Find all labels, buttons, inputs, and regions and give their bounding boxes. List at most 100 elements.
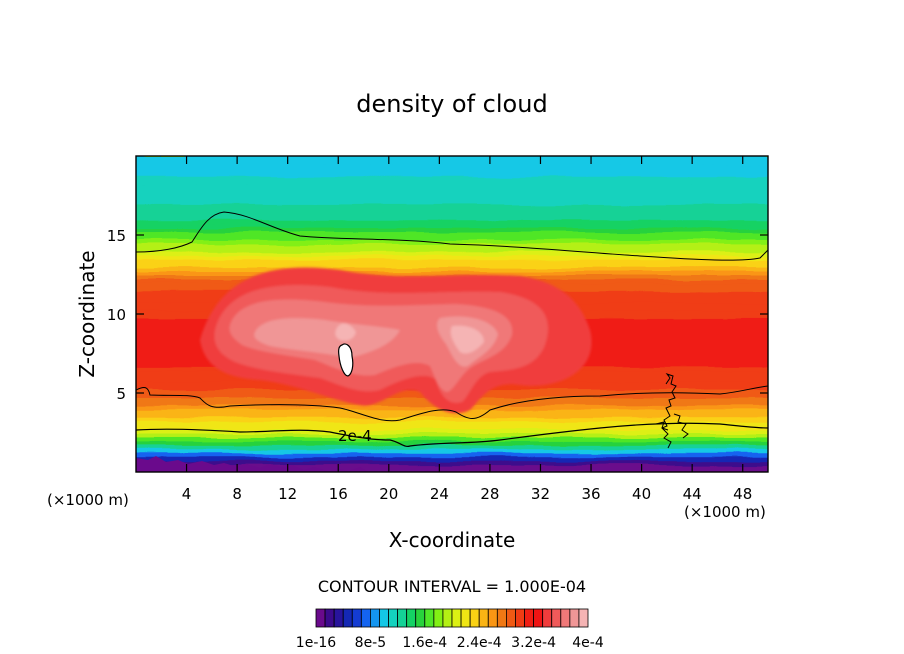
field-band bbox=[136, 435, 768, 442]
field-band bbox=[136, 443, 768, 450]
field-band bbox=[136, 234, 768, 240]
field-band bbox=[136, 412, 768, 418]
field-band bbox=[136, 420, 768, 426]
x-axis: 4 8 12 16 20 24 28 32 36 40 44 48 bbox=[182, 156, 752, 503]
field-band bbox=[136, 159, 768, 165]
field-band bbox=[136, 202, 768, 209]
colorbar-swatch bbox=[379, 608, 389, 628]
field-band bbox=[136, 246, 768, 252]
x-tick-label: 44 bbox=[683, 485, 702, 503]
contour-line-upper bbox=[136, 211, 768, 261]
x-axis-unit-right: (×1000 m) bbox=[684, 503, 766, 521]
x-tick-label: 12 bbox=[278, 485, 297, 503]
colorbar-swatch bbox=[442, 608, 453, 628]
colorbar-swatch bbox=[351, 608, 362, 628]
colorbar-tick-label: 4e-4 bbox=[572, 635, 604, 651]
field-band bbox=[136, 183, 768, 189]
x-axis-label: X-coordinate bbox=[389, 528, 516, 552]
colorbar-tick-label: 1.6e-4 bbox=[402, 635, 447, 651]
colorbar-swatch bbox=[360, 608, 371, 628]
field-band bbox=[136, 171, 768, 177]
field-band bbox=[136, 254, 768, 260]
field-band bbox=[136, 187, 768, 193]
y-tick-label: 5 bbox=[116, 385, 126, 403]
x-tick-label: 4 bbox=[182, 485, 192, 503]
colorbar-swatch bbox=[478, 608, 489, 628]
colorbar-swatch bbox=[433, 608, 444, 628]
field-band bbox=[136, 242, 768, 248]
colorbar-swatch bbox=[460, 608, 471, 628]
chart-title: density of cloud bbox=[356, 90, 547, 118]
contour-line-lower bbox=[136, 422, 768, 447]
field-band bbox=[136, 424, 768, 430]
y-axis: 5 10 15 bbox=[107, 227, 768, 403]
colorbar-swatch bbox=[406, 608, 417, 628]
colorbar-swatch bbox=[315, 608, 326, 628]
field-band bbox=[136, 179, 768, 185]
core-minimum-blob bbox=[338, 343, 354, 377]
contour-interval-text: CONTOUR INTERVAL = 1.000E-04 bbox=[318, 577, 586, 596]
density-field bbox=[136, 156, 768, 472]
field-band bbox=[136, 206, 768, 213]
field-band bbox=[136, 459, 768, 466]
field-band bbox=[136, 451, 768, 458]
colorbar-swatch bbox=[551, 608, 562, 628]
colorbar-swatch bbox=[469, 608, 480, 628]
y-axis-label: Z-coordinate bbox=[75, 250, 99, 377]
x-tick-label: 48 bbox=[733, 485, 752, 503]
colorbar-swatch bbox=[524, 608, 534, 628]
field-band bbox=[136, 214, 768, 221]
colorbar-tick-label: 2.4e-4 bbox=[457, 635, 502, 651]
contour-line-mid bbox=[136, 385, 768, 422]
contour-noise-cluster bbox=[655, 373, 689, 449]
colorbar-swatch bbox=[388, 608, 398, 628]
field-band bbox=[136, 222, 768, 229]
field-band bbox=[136, 156, 768, 161]
field-band bbox=[136, 250, 768, 256]
colorbar-swatch bbox=[415, 608, 426, 628]
colorbar-swatch bbox=[496, 608, 507, 628]
colorbar-swatch bbox=[533, 608, 544, 628]
field-band bbox=[136, 226, 768, 233]
field-band bbox=[136, 195, 768, 201]
field-band bbox=[136, 262, 768, 268]
field-band bbox=[136, 163, 768, 169]
field-band bbox=[136, 198, 768, 205]
ground-noise bbox=[136, 456, 768, 472]
x-tick-label: 16 bbox=[329, 485, 348, 503]
x-tick-label: 36 bbox=[581, 485, 600, 503]
field-band bbox=[136, 270, 768, 276]
field-band bbox=[136, 455, 768, 462]
colorbar-swatch bbox=[505, 608, 516, 628]
x-tick-label: 40 bbox=[632, 485, 651, 503]
colorbar-tick-label: 3.2e-4 bbox=[511, 635, 556, 651]
field-band bbox=[136, 238, 768, 244]
core-band-4 bbox=[254, 318, 400, 358]
colorbar-swatch bbox=[515, 608, 525, 628]
x-tick-label: 20 bbox=[379, 485, 398, 503]
x-tick-label: 24 bbox=[430, 485, 449, 503]
core-band-7 bbox=[335, 323, 356, 341]
field-band bbox=[136, 266, 768, 272]
colorbar-swatch bbox=[424, 608, 435, 628]
field-band bbox=[136, 210, 768, 217]
colorbar-swatch bbox=[342, 608, 353, 628]
colorbar-swatch bbox=[369, 608, 380, 628]
colorbar bbox=[315, 608, 589, 628]
field-band bbox=[136, 230, 768, 236]
colorbar-swatch bbox=[324, 608, 335, 628]
field-band bbox=[136, 428, 768, 434]
field-band bbox=[136, 447, 768, 454]
x-axis-unit-left: (×1000 m) bbox=[47, 491, 129, 509]
field-band bbox=[136, 463, 768, 470]
colorbar-swatch bbox=[333, 608, 344, 628]
field-band bbox=[136, 218, 768, 225]
contour-line-label: 2e-4 bbox=[338, 427, 372, 445]
colorbar-swatch bbox=[578, 608, 589, 628]
x-tick-label: 32 bbox=[531, 485, 550, 503]
field-band bbox=[136, 258, 768, 264]
colorbar-tick-label: 1e-16 bbox=[296, 635, 336, 651]
field-band bbox=[136, 175, 768, 181]
colorbar-swatch bbox=[542, 608, 553, 628]
core-band-6 bbox=[450, 325, 484, 354]
